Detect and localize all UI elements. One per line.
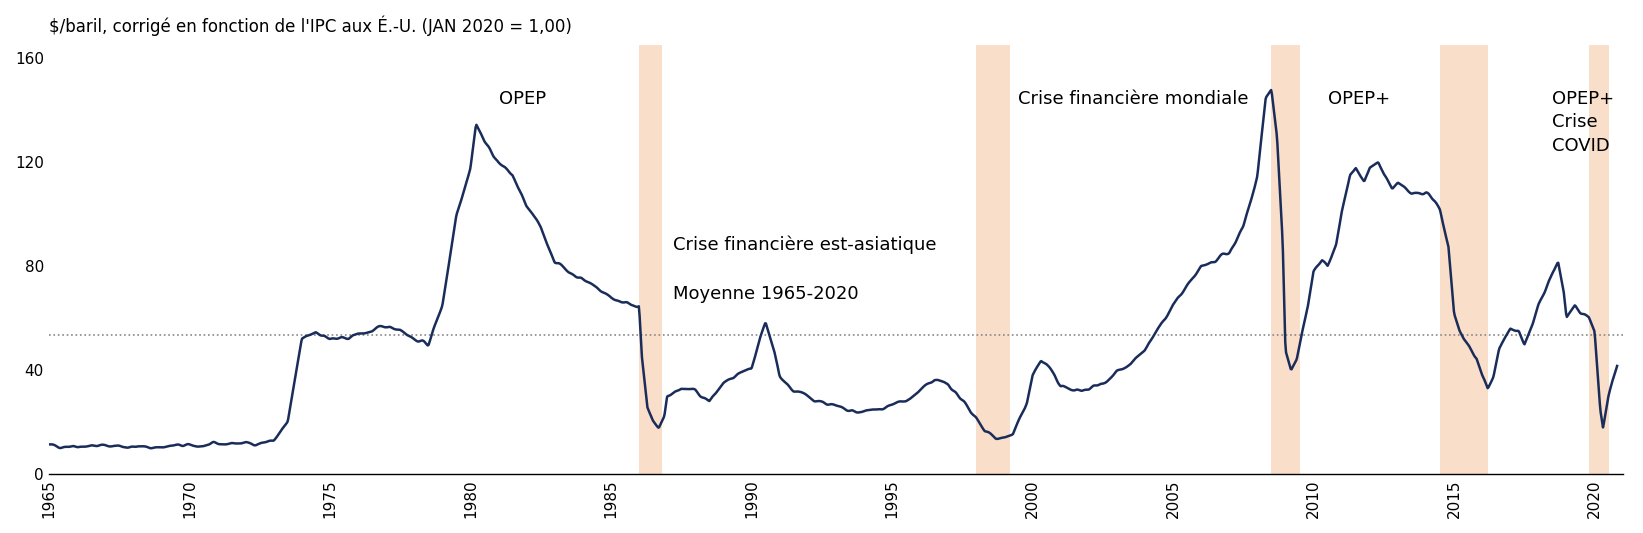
Text: $/baril, corrigé en fonction de l'IPC aux É.-U. (JAN 2020 = 1,00): $/baril, corrigé en fonction de l'IPC au… bbox=[49, 15, 572, 36]
Bar bbox=[1589, 45, 1608, 474]
Text: Crise financière est-asiatique: Crise financière est-asiatique bbox=[672, 235, 937, 254]
Text: OPEP+
Crise
COVID: OPEP+ Crise COVID bbox=[1553, 90, 1615, 155]
Bar bbox=[1439, 45, 1489, 474]
Bar bbox=[976, 45, 1010, 474]
Text: OPEP+: OPEP+ bbox=[1328, 90, 1390, 108]
Text: Crise financière mondiale: Crise financière mondiale bbox=[1019, 90, 1249, 108]
Text: Moyenne 1965-2020: Moyenne 1965-2020 bbox=[672, 285, 858, 303]
Text: OPEP: OPEP bbox=[498, 90, 545, 108]
Bar bbox=[639, 45, 662, 474]
Bar bbox=[1272, 45, 1300, 474]
